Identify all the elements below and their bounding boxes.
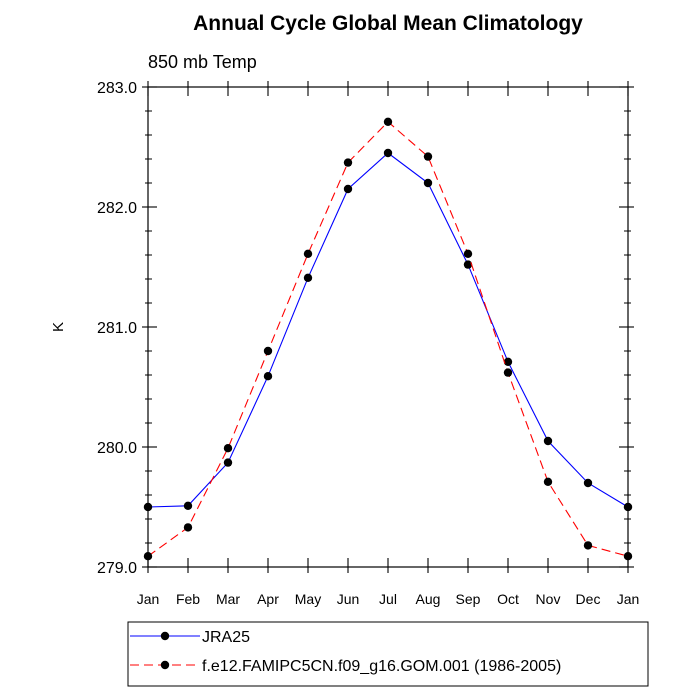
legend-marker (160, 631, 170, 641)
x-tick-label: Nov (536, 591, 561, 607)
data-point (303, 273, 313, 282)
x-tick-labels: Jan Feb Mar Apr May Jun Jul Aug Sep Oct Nov Dec Jan (137, 591, 640, 607)
data-point (263, 372, 273, 381)
legend-marker (160, 660, 170, 670)
series-layer (143, 117, 633, 561)
legend: JRA25 f.e12.FAMIPC5CN.f09_g16.GOM.001 (19… (127, 621, 649, 687)
data-point (183, 523, 193, 532)
minor-ticks (145, 110, 631, 544)
x-tick-label: Jul (379, 591, 397, 607)
y-axis-label: K (50, 322, 67, 332)
legend-box (127, 621, 649, 687)
y-tick-label: 283.0 (97, 80, 137, 97)
data-point (503, 357, 513, 366)
data-point (503, 368, 513, 377)
x-tick-label: Feb (176, 591, 200, 607)
x-tick-label: Jan (137, 591, 160, 607)
y-tick-label: 280.0 (97, 440, 137, 457)
data-point (463, 260, 473, 269)
x-tick-label: Oct (497, 591, 519, 607)
x-tick-label: Dec (576, 591, 601, 607)
data-point (543, 477, 553, 486)
data-point (463, 249, 473, 258)
data-point (583, 478, 593, 488)
x-tick-label: Aug (416, 591, 441, 607)
y-tick-label: 282.0 (97, 200, 137, 217)
chart-title: Annual Cycle Global Mean Climatology (193, 12, 583, 35)
x-tick-label: Mar (216, 591, 240, 607)
y-tick-label: 281.0 (97, 320, 137, 337)
data-point (423, 152, 433, 161)
data-point (223, 444, 233, 453)
x-tick-label: Jun (337, 591, 360, 607)
series-2 (143, 117, 633, 561)
chart-subtitle: 850 mb Temp (148, 52, 257, 72)
x-tick-label: Apr (257, 591, 279, 607)
data-point (583, 541, 593, 550)
data-point (383, 117, 393, 127)
plot-frame (147, 86, 629, 568)
data-point (303, 249, 313, 258)
data-point (383, 148, 393, 158)
x-tick-label: May (295, 591, 321, 607)
data-point (343, 184, 353, 194)
data-point (423, 178, 433, 188)
legend-label: JRA25 (202, 629, 250, 646)
data-point (223, 458, 233, 467)
data-point (543, 436, 553, 446)
x-tick-label: Jan (617, 591, 640, 607)
series-line (147, 152, 629, 508)
data-point (183, 501, 193, 510)
data-point (343, 158, 353, 167)
series-1 (143, 148, 633, 512)
series-line (147, 121, 629, 557)
data-point (263, 346, 273, 356)
y-tick-label: 279.0 (97, 560, 137, 577)
x-tick-label: Sep (456, 591, 481, 607)
legend-label: f.e12.FAMIPC5CN.f09_g16.GOM.001 (1986-20… (202, 658, 561, 675)
y-tick-labels: 279.0 280.0 281.0 282.0 283.0 (97, 80, 137, 577)
